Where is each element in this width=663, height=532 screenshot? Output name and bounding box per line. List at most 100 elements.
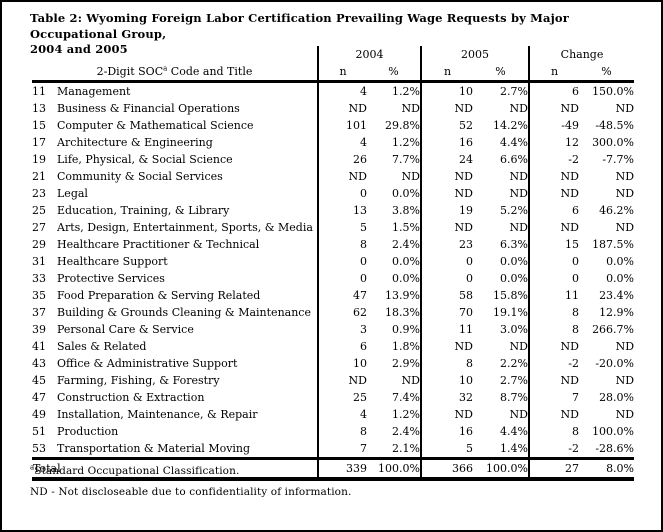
cell-soc-code: 45 (32, 374, 46, 387)
cell-2005-pct: 8.7% (500, 391, 528, 404)
cell-soc-code: 47 (32, 391, 46, 404)
cell-2005-pct: 3.0% (500, 323, 528, 336)
header-change-n: n (528, 63, 579, 83)
cell-2004-pct: 0.9% (392, 323, 420, 336)
cell-change-n: ND (528, 168, 579, 185)
footnote-soc-superscript: a (30, 463, 35, 472)
cell-2005-n: 8 (420, 355, 473, 372)
cell-change-pct: 150.0% (592, 85, 635, 98)
cell-change-n: ND (528, 100, 579, 117)
cell-soc-code: 33 (32, 272, 46, 285)
cell-change-n: -2 (528, 440, 579, 459)
cell-2004-n: 0 (317, 253, 367, 270)
cell-2005-pct: 4.4% (500, 425, 528, 438)
cell-2005-pct: 0.0% (500, 255, 528, 268)
cell-2005-pct: ND (509, 221, 528, 234)
cell-2004-n: 3 (317, 321, 367, 338)
cell-2004-n: ND (317, 168, 367, 185)
cell-soc-code: 35 (32, 289, 46, 302)
cell-2004-pct: ND (401, 170, 420, 183)
cell-2004-pct: 7.4% (392, 391, 420, 404)
footnotes: aStandard Occupational Classification. N… (30, 463, 351, 507)
cell-change-n: -2 (528, 151, 579, 168)
cell-change-pct: 300.0% (592, 136, 635, 149)
cell-occupation-title: Management (57, 85, 131, 98)
cell-2004-pct: 2.4% (392, 425, 420, 438)
cell-2005-n: 0 (420, 253, 473, 270)
cell-2005-n: 23 (420, 236, 473, 253)
cell-soc-code: 19 (32, 153, 46, 166)
cell-2005-pct: ND (509, 170, 528, 183)
total-change-n: 27 (528, 457, 579, 481)
cell-2005-n: ND (420, 168, 473, 185)
cell-change-n: 6 (528, 202, 579, 219)
cell-change-pct: ND (615, 221, 635, 234)
cell-2005-pct: ND (509, 408, 528, 421)
cell-occupation-title: Food Preparation & Serving Related (57, 289, 261, 302)
total-row: Total 339 100.0% 366 100.0% 27 8.0% (32, 457, 635, 481)
cell-change-n: 0 (528, 253, 579, 270)
total-2005-n: 366 (420, 457, 473, 481)
cell-soc-code: 21 (32, 170, 46, 183)
table-row: 17 Architecture & Engineering 4 1.2% 16 … (32, 134, 634, 151)
cell-2005-n: 32 (420, 389, 473, 406)
cell-2004-pct: ND (401, 374, 420, 387)
sub-header-row: 2-Digit SOCa Code and Title n % n % n % (32, 63, 635, 83)
cell-2004-n: 0 (317, 185, 367, 202)
cell-2004-pct: 0.0% (392, 272, 420, 285)
table-row: 43 Office & Administrative Support 10 2.… (32, 355, 634, 372)
cell-change-pct: ND (615, 374, 635, 387)
cell-change-pct: 12.9% (599, 306, 635, 319)
cell-occupation-title: Education, Training, & Library (57, 204, 230, 217)
cell-2004-pct: 7.7% (392, 153, 420, 166)
cell-2004-n: 8 (317, 423, 367, 440)
cell-change-pct: -7.7% (602, 153, 635, 166)
soc-code-title-header: 2-Digit SOCa Code and Title (32, 63, 318, 83)
table-row: 41 Sales & Related 6 1.8% ND ND ND ND (32, 338, 634, 355)
cell-2005-n: 52 (420, 117, 473, 134)
cell-soc-code: 43 (32, 357, 46, 370)
cell-soc-code: 27 (32, 221, 46, 234)
cell-change-n: ND (528, 338, 579, 355)
cell-change-n: 8 (528, 304, 579, 321)
cell-change-n: ND (528, 185, 579, 202)
total-2004-pct: 100.0% (367, 457, 421, 481)
cell-2005-pct: ND (509, 187, 528, 200)
prevailing-wage-table: 2004 2005 Change 2-Digit SOCa Code and T… (32, 46, 635, 481)
cell-2005-pct: 1.4% (500, 442, 528, 455)
table-row: 29 Healthcare Practitioner & Technical 8… (32, 236, 634, 253)
cell-occupation-title: Construction & Extraction (57, 391, 205, 404)
cell-2005-n: 11 (420, 321, 473, 338)
cell-soc-code: 23 (32, 187, 46, 200)
table-row: 35 Food Preparation & Serving Related 47… (32, 287, 634, 304)
cell-occupation-title: Transportation & Material Moving (57, 442, 251, 455)
soc-header-suffix: Code and Title (167, 65, 253, 78)
table-row: 49 Installation, Maintenance, & Repair 4… (32, 406, 634, 423)
cell-2004-pct: 1.2% (392, 136, 420, 149)
cell-occupation-title: Legal (57, 187, 88, 200)
cell-2004-n: 5 (317, 219, 367, 236)
cell-change-n: 8 (528, 423, 579, 440)
cell-2004-n: ND (317, 100, 367, 117)
cell-change-pct: -28.6% (595, 442, 635, 455)
cell-2004-pct: 1.2% (392, 408, 420, 421)
cell-change-pct: 46.2% (599, 204, 635, 217)
cell-change-n: 15 (528, 236, 579, 253)
cell-2005-pct: 6.6% (500, 153, 528, 166)
cell-2004-pct: 2.1% (392, 442, 420, 455)
table-row: 45 Farming, Fishing, & Forestry ND ND 10… (32, 372, 634, 389)
cell-occupation-title: Personal Care & Service (57, 323, 194, 336)
cell-2005-pct: ND (509, 340, 528, 353)
header-2005-pct: % (473, 63, 529, 83)
cell-change-pct: ND (615, 408, 635, 421)
table-title-line2: 2004 and 2005 (30, 42, 128, 56)
cell-change-n: 7 (528, 389, 579, 406)
cell-soc-code: 31 (32, 255, 46, 268)
cell-2004-n: 4 (317, 134, 367, 151)
cell-2004-pct: 13.9% (385, 289, 420, 302)
cell-occupation-title: Production (57, 425, 119, 438)
cell-occupation-title: Architecture & Engineering (57, 136, 213, 149)
cell-2004-n: 101 (317, 117, 367, 134)
cell-2004-n: 62 (317, 304, 367, 321)
